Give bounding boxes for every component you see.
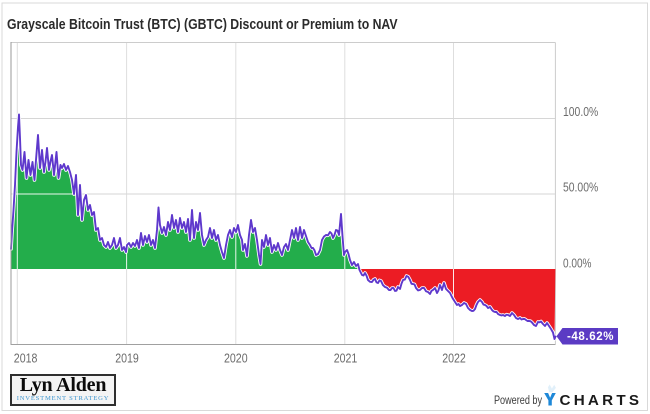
svg-text:Powered by: Powered by [494,395,542,407]
svg-text:0.00%: 0.00% [563,256,592,271]
svg-text:2021: 2021 [334,350,358,365]
svg-text:2020: 2020 [224,350,248,365]
svg-text:2019: 2019 [115,350,139,365]
svg-text:-48.62%: -48.62% [567,331,614,343]
svg-text:100.0%: 100.0% [563,104,599,119]
svg-text:2022: 2022 [442,350,466,365]
svg-text:50.00%: 50.00% [563,180,599,195]
svg-text:2018: 2018 [14,350,38,365]
